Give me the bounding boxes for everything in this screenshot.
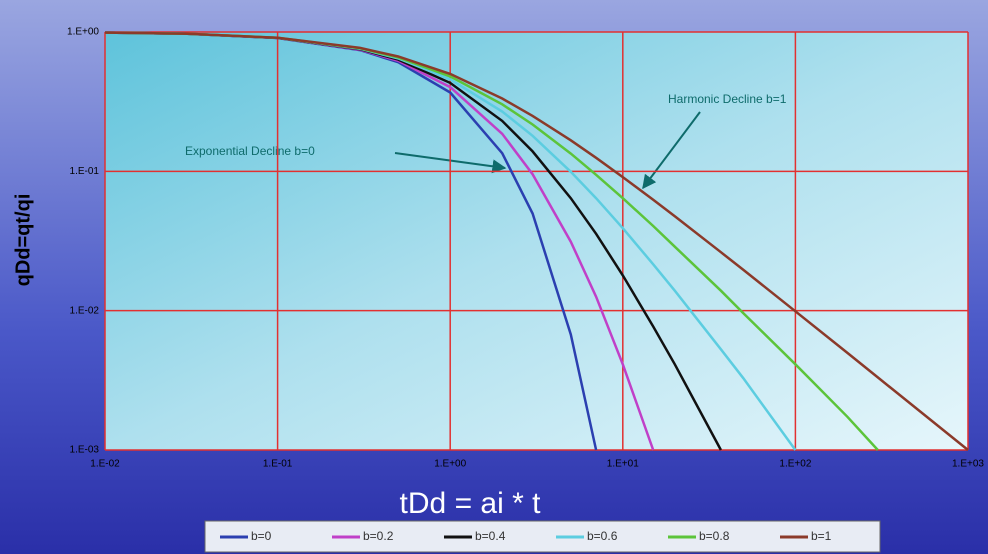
legend-label: b=0.6 <box>587 529 618 543</box>
x-tick-label: 1.E+02 <box>779 459 811 470</box>
plot-area <box>105 32 968 450</box>
y-tick-label: 1.E+00 <box>67 27 99 38</box>
legend <box>204 520 881 553</box>
x-tick-label: 1.E-02 <box>90 459 120 470</box>
y-tick-label: 1.E-03 <box>70 445 100 456</box>
x-tick-label: 1.E+00 <box>434 459 466 470</box>
y-axis-title: qDd=qt/qi <box>12 194 34 287</box>
legend-label: b=0 <box>251 529 272 543</box>
series-line <box>104 31 969 451</box>
x-tick-label: 1.E-01 <box>263 459 293 470</box>
legend-label: b=0.8 <box>699 529 730 543</box>
legend-label: b=1 <box>811 529 832 543</box>
y-tick-label: 1.E-01 <box>70 166 100 177</box>
x-axis-title: tDd = ai * t <box>400 487 542 520</box>
annotation: Exponential Decline b=0 <box>185 144 315 158</box>
x-tick-label: 1.E+03 <box>952 459 984 470</box>
annotation: Harmonic Decline b=1 <box>668 92 787 106</box>
x-tick-label: 1.E+01 <box>607 459 639 470</box>
legend-label: b=0.2 <box>363 529 394 543</box>
annotation-arrow <box>642 111 701 190</box>
y-tick-label: 1.E-02 <box>70 305 100 316</box>
legend-label: b=0.4 <box>475 529 506 543</box>
